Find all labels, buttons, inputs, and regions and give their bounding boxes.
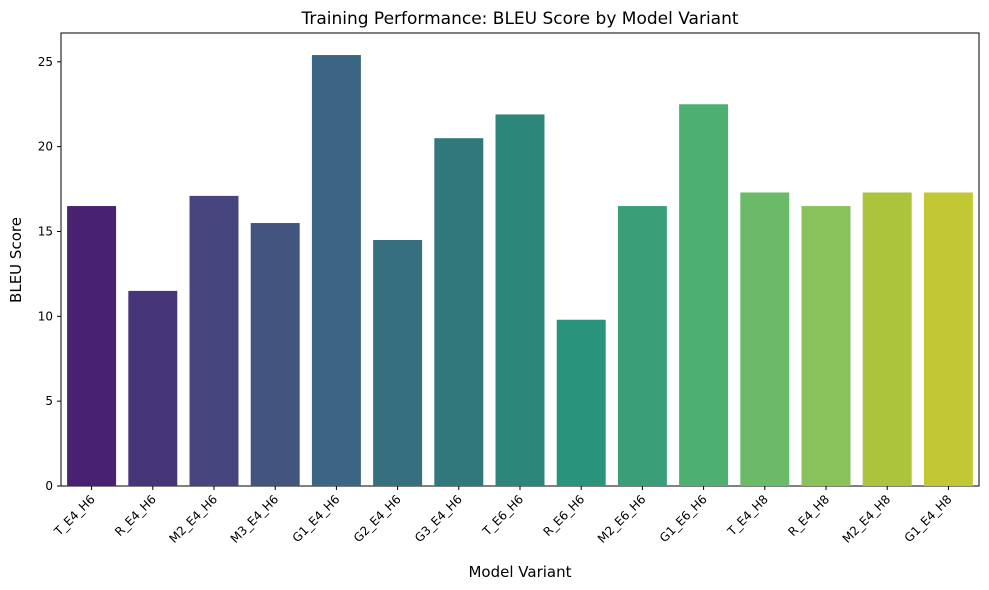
- bar-M2_E4_H8: [862, 192, 912, 486]
- x-tick-label: M2_E4_H6: [166, 492, 220, 546]
- x-tick-label: G1_E4_H6: [290, 492, 343, 545]
- bar-G3_E4_H6: [434, 138, 484, 486]
- x-tick-label: R_E4_H6: [112, 492, 159, 539]
- bar-M3_E4_H6: [250, 223, 300, 487]
- bar-T_E6_H6: [495, 114, 545, 486]
- bars-group: [67, 55, 973, 487]
- y-axis: 0 5 10 15 20 25: [38, 55, 61, 493]
- bar-T_E4_H8: [740, 192, 790, 486]
- y-tick-label: 25: [38, 55, 53, 69]
- y-axis-title: BLEU Score: [7, 217, 25, 303]
- x-tick-label: G1_E4_H8: [902, 492, 955, 545]
- bar-R_E4_H6: [128, 290, 178, 486]
- bar-G1_E4_H6: [311, 55, 361, 486]
- bar-G1_E6_H6: [679, 104, 729, 487]
- x-tick-label: G1_E6_H6: [657, 492, 710, 545]
- bar-M2_E6_H6: [617, 206, 667, 486]
- bar-T_E4_H6: [67, 206, 117, 486]
- bar-R_E4_H8: [801, 206, 851, 486]
- y-tick-label: 15: [38, 225, 53, 239]
- x-tick-label: T_E4_H8: [724, 492, 771, 539]
- x-tick-label: R_E6_H6: [540, 492, 587, 539]
- x-tick-label: M3_E4_H6: [228, 492, 282, 546]
- x-tick-label: M2_E4_H8: [840, 492, 894, 546]
- bar-M2_E4_H6: [189, 195, 239, 486]
- bar-G1_E4_H8: [923, 192, 973, 486]
- x-axis: T_E4_H6 R_E4_H6 M2_E4_H6 M3_E4_H6 G1_E4_H6 G2…: [51, 486, 955, 546]
- bar-G2_E4_H6: [373, 239, 423, 486]
- x-axis-title: Model Variant: [468, 563, 571, 581]
- x-tick-label: G3_E4_H6: [412, 492, 465, 545]
- y-tick-label: 20: [38, 140, 53, 154]
- x-tick-label: M2_E6_H6: [595, 492, 649, 546]
- x-tick-label: G2_E4_H6: [351, 492, 404, 545]
- chart-title: Training Performance: BLEU Score by Mode…: [300, 9, 738, 29]
- y-tick-label: 0: [45, 479, 53, 493]
- y-tick-label: 10: [38, 309, 53, 323]
- x-tick-label: T_E4_H6: [51, 492, 98, 539]
- y-tick-label: 5: [45, 394, 53, 408]
- bar-R_E6_H6: [556, 319, 606, 486]
- x-tick-label: T_E6_H6: [479, 492, 526, 539]
- x-tick-label: R_E4_H8: [785, 492, 832, 539]
